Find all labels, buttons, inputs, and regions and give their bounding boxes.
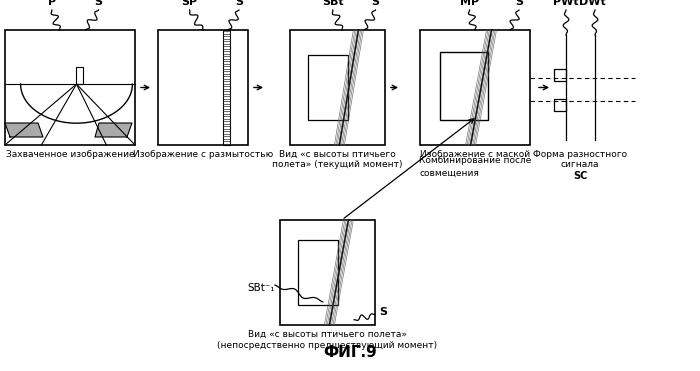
Bar <box>158 30 248 145</box>
Text: S: S <box>379 308 388 318</box>
Bar <box>280 220 375 325</box>
Bar <box>298 240 338 305</box>
Text: SP: SP <box>181 0 197 7</box>
Text: Вид «с высоты птичьего: Вид «с высоты птичьего <box>279 150 396 159</box>
Text: (непосредственно предшествующий момент): (непосредственно предшествующий момент) <box>218 341 438 350</box>
Polygon shape <box>5 123 43 137</box>
Text: SBt⁻₁: SBt⁻₁ <box>247 283 275 293</box>
Text: DWt’: DWt’ <box>580 0 610 7</box>
Bar <box>440 52 488 120</box>
Text: Форма разностного: Форма разностного <box>533 150 627 159</box>
Bar <box>76 67 83 84</box>
Text: S: S <box>235 0 243 7</box>
Text: MP: MP <box>460 0 479 7</box>
Bar <box>5 30 135 145</box>
Text: S: S <box>94 0 103 7</box>
Polygon shape <box>95 123 132 137</box>
Bar <box>223 30 230 145</box>
Text: Комбинирование после: Комбинирование после <box>419 155 532 165</box>
Bar <box>290 30 385 145</box>
Text: полета» (текущий момент): полета» (текущий момент) <box>272 160 402 169</box>
Text: Изображение с маской: Изображение с маской <box>420 150 530 159</box>
Text: SC: SC <box>573 171 587 181</box>
Text: Вид «с высоты птичьего полета»: Вид «с высоты птичьего полета» <box>248 330 407 339</box>
Text: P: P <box>48 0 56 7</box>
Text: PWt: PWt <box>553 0 579 7</box>
Text: SBt: SBt <box>322 0 344 7</box>
Text: S: S <box>515 0 523 7</box>
Bar <box>308 55 348 120</box>
Text: сигнала: сигнала <box>561 160 599 169</box>
Bar <box>420 30 530 145</box>
Text: совмещения: совмещения <box>419 169 480 178</box>
Text: Изображение с размытостью: Изображение с размытостью <box>133 150 273 159</box>
Text: Захваченное изображение: Захваченное изображение <box>6 150 134 159</box>
Text: ФИГ.9: ФИГ.9 <box>323 345 377 360</box>
Text: S: S <box>372 0 379 7</box>
